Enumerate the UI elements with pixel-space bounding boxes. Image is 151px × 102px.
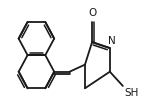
Text: O: O <box>88 8 96 18</box>
Text: N: N <box>108 36 116 46</box>
Text: SH: SH <box>124 88 138 98</box>
